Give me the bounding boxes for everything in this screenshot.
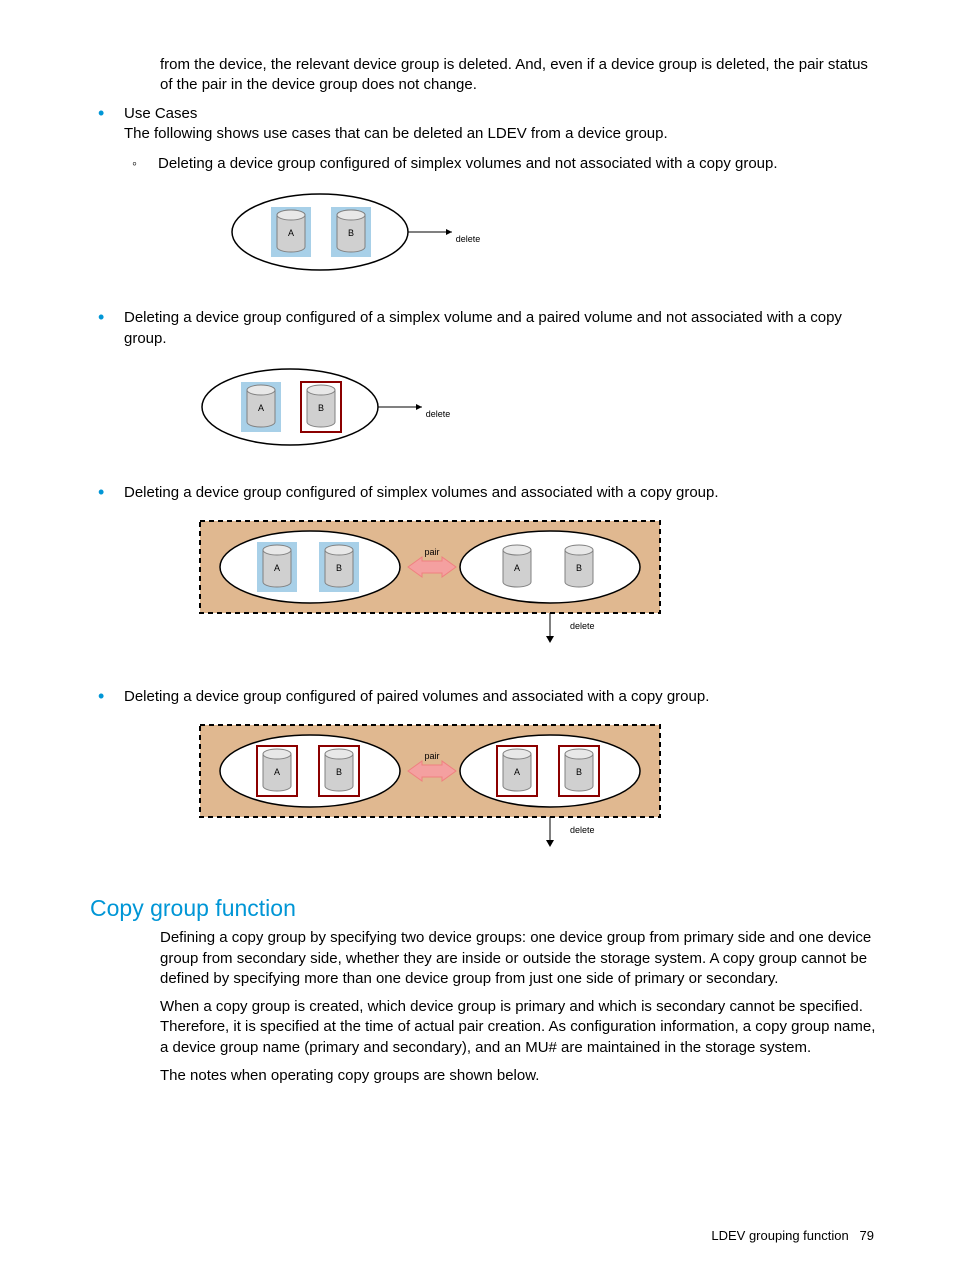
bullet-use-cases: Use Cases The following shows use cases …	[90, 104, 884, 175]
svg-text:B: B	[336, 563, 342, 573]
diagram-4-svg: A B A B pair	[190, 715, 710, 865]
section-p1: Defining a copy group by specifying two …	[160, 928, 884, 989]
diagram-1-svg: A B delete	[220, 182, 500, 282]
svg-text:A: A	[514, 563, 520, 573]
sub-bullet-list: Deleting a device group configured of si…	[124, 154, 884, 174]
svg-text:A: A	[514, 767, 520, 777]
pair-label-2: pair	[424, 751, 439, 761]
bullet-3: Deleting a device group configured of si…	[90, 483, 884, 503]
page-footer: LDEV grouping function 79	[711, 1228, 874, 1243]
section-p3: The notes when operating copy groups are…	[160, 1066, 884, 1086]
svg-text:B: B	[336, 767, 342, 777]
delete-label-4: delete	[570, 825, 595, 835]
bullet-list-3: Deleting a device group configured of si…	[90, 483, 884, 503]
intro-paragraph: from the device, the relevant device gro…	[160, 55, 884, 96]
diagram-2: A B delete	[190, 357, 884, 461]
diagram-3-svg: A B A B pair	[190, 511, 710, 661]
sub-bullet-1: Deleting a device group configured of si…	[124, 154, 884, 174]
bullet-list-2: Deleting a device group configured of a …	[90, 308, 884, 349]
delete-label-3: delete	[570, 621, 595, 631]
cyl-label-b: B	[348, 228, 354, 238]
bullet-2: Deleting a device group configured of a …	[90, 308, 884, 349]
page-number: 79	[860, 1228, 874, 1243]
use-cases-title: Use Cases	[124, 105, 197, 122]
svg-text:A: A	[274, 767, 280, 777]
bullet-list-4: Deleting a device group configured of pa…	[90, 687, 884, 707]
diagram-3: A B A B pair	[190, 511, 884, 665]
delete-label-1: delete	[456, 234, 481, 244]
use-cases-text: The following shows use cases that can b…	[124, 125, 668, 142]
bullet-4: Deleting a device group configured of pa…	[90, 687, 884, 707]
cyl-label-a: A	[288, 228, 294, 238]
svg-text:A: A	[258, 403, 264, 413]
footer-text: LDEV grouping function	[711, 1228, 848, 1243]
svg-text:A: A	[274, 563, 280, 573]
diagram-4: A B A B pair	[190, 715, 884, 869]
bullet-list-1: Use Cases The following shows use cases …	[90, 104, 884, 175]
section-title: Copy group function	[90, 895, 884, 922]
delete-label-2: delete	[426, 409, 451, 419]
diagram-2-svg: A B delete	[190, 357, 470, 457]
section-p2: When a copy group is created, which devi…	[160, 997, 884, 1058]
pair-label-1: pair	[424, 547, 439, 557]
page-content: from the device, the relevant device gro…	[0, 0, 954, 1134]
diagram-1: A B delete	[220, 182, 884, 286]
svg-text:B: B	[576, 563, 582, 573]
svg-text:B: B	[576, 767, 582, 777]
svg-text:B: B	[318, 403, 324, 413]
